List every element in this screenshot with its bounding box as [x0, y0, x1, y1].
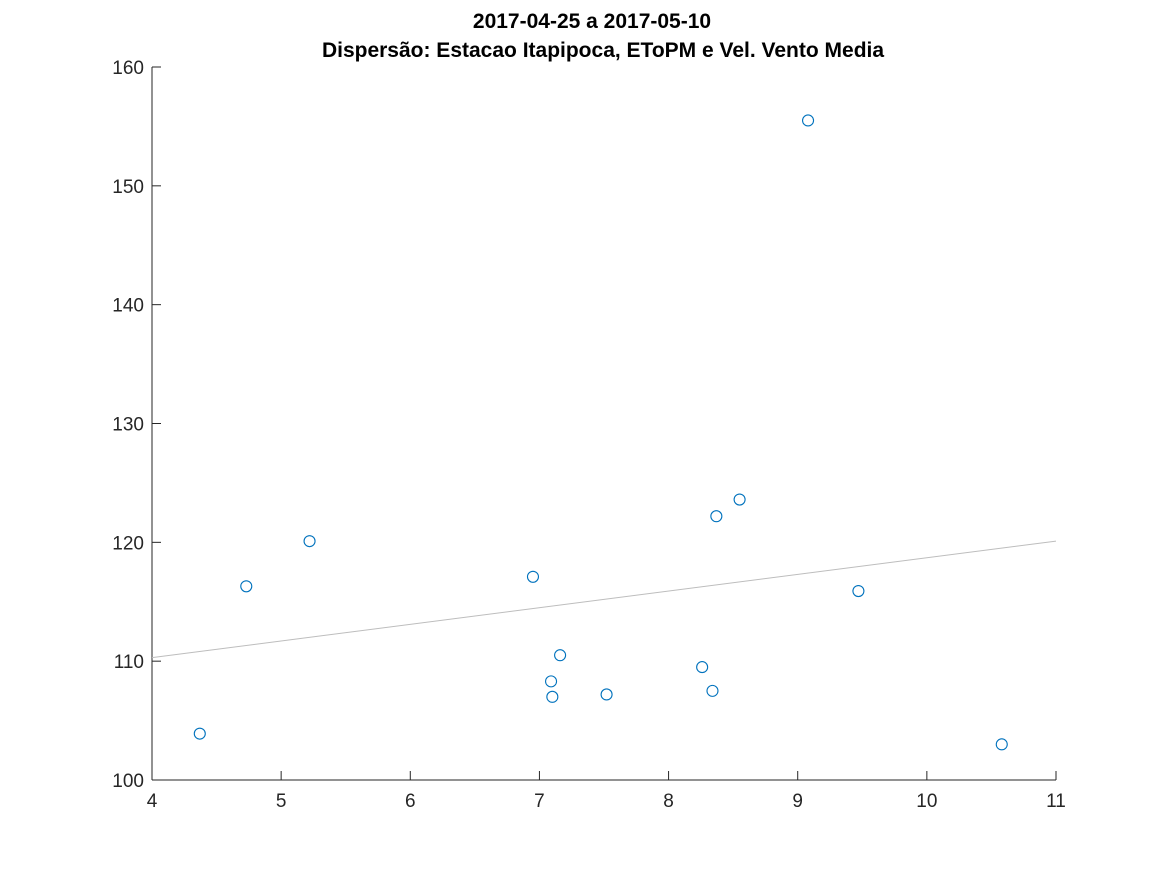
chart-subtitle: Dispersão: Estacao Itapipoca, EToPM e Ve… [322, 39, 884, 62]
y-tick-label: 150 [112, 177, 144, 198]
data-points [193, 114, 1008, 751]
y-tick-label: 140 [112, 296, 144, 317]
x-tick-label: 7 [534, 791, 545, 812]
trend-line [151, 540, 1057, 659]
x-tick-label: 8 [663, 791, 674, 812]
data-point [240, 580, 253, 593]
data-point [193, 727, 206, 740]
x-tick-label: 4 [147, 791, 158, 812]
data-point [801, 114, 815, 127]
axes: 4 5 6 7 8 9 10 11 100 110 120 130 140 150 160 [112, 58, 1066, 812]
data-point [852, 585, 865, 598]
data-point [706, 684, 719, 697]
y-tick-label: 100 [112, 771, 144, 792]
chart-title: 2017-04-25 a 2017-05-10 [473, 10, 711, 33]
data-point [303, 535, 316, 548]
data-point [696, 661, 709, 674]
data-point [995, 738, 1008, 751]
x-tick-label: 6 [405, 791, 416, 812]
x-tick-label: 10 [916, 791, 937, 812]
data-point [546, 690, 559, 703]
x-tick-label: 5 [276, 791, 287, 812]
data-point [554, 649, 567, 662]
y-tick-label: 120 [112, 533, 144, 554]
y-tick-label: 160 [112, 58, 144, 79]
y-tick-label: 110 [114, 652, 144, 673]
y-tick-label: 130 [112, 415, 144, 436]
trend-line-group [151, 540, 1057, 659]
data-point [545, 675, 558, 688]
data-point [600, 688, 613, 701]
data-point [733, 493, 746, 506]
x-tick-label: 9 [792, 791, 803, 812]
data-point [526, 570, 540, 583]
data-point [710, 510, 723, 523]
x-tick-label: 11 [1046, 791, 1066, 812]
